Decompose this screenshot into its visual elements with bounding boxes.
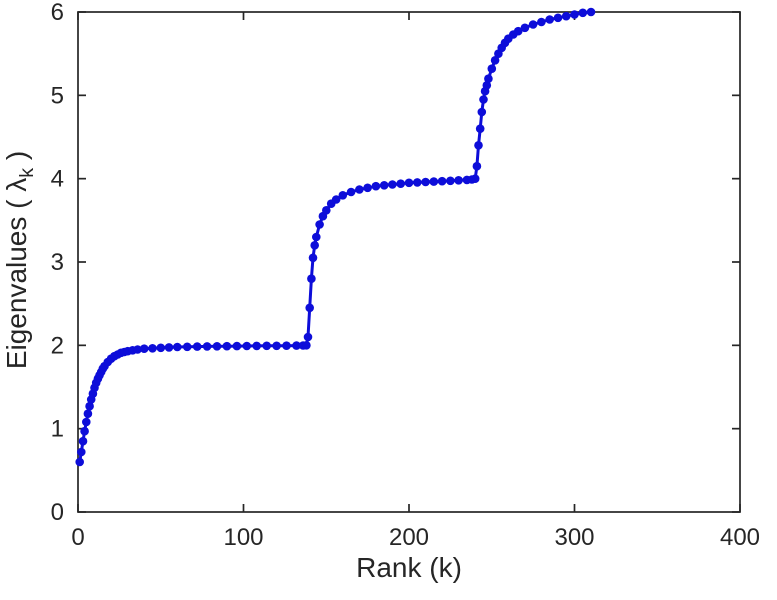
- data-point-marker: [520, 23, 530, 33]
- data-point-marker: [355, 185, 364, 194]
- data-point-marker: [553, 13, 563, 23]
- data-point-marker: [212, 342, 222, 351]
- data-point-marker: [156, 343, 166, 353]
- data-point-marker: [371, 181, 381, 191]
- data-point-marker: [437, 176, 447, 186]
- data-point-marker: [586, 7, 596, 17]
- data-point-marker: [363, 183, 372, 193]
- data-point-marker: [292, 341, 301, 350]
- data-point-marker: [242, 341, 252, 351]
- data-point-marker: [404, 178, 414, 188]
- data-point-marker: [302, 341, 311, 350]
- y-tick-label: 3: [51, 249, 64, 276]
- data-point-marker: [222, 341, 232, 351]
- data-point-marker: [570, 10, 579, 19]
- data-point-marker: [307, 274, 316, 284]
- data-point-marker: [545, 15, 554, 24]
- y-tick-label: 5: [51, 82, 64, 109]
- x-tick-label: 0: [71, 524, 84, 551]
- y-axis-label: Eigenvalues ( λk ): [1, 151, 39, 369]
- data-point-marker: [148, 344, 157, 353]
- y-axis-label-suffix: ): [1, 150, 33, 168]
- data-point-marker: [396, 179, 406, 188]
- data-point-marker: [338, 191, 348, 200]
- data-point-marker: [528, 20, 538, 29]
- data-point-marker: [303, 332, 313, 342]
- data-point-marker: [474, 141, 483, 150]
- data-point-marker: [312, 232, 321, 242]
- data-point-marker: [484, 74, 493, 83]
- data-point-marker: [429, 177, 439, 186]
- data-point-marker: [490, 56, 500, 65]
- data-point-marker: [346, 187, 356, 197]
- data-point-marker: [310, 241, 320, 250]
- x-tick-label: 200: [389, 524, 429, 551]
- data-point-marker: [470, 174, 480, 183]
- data-point-marker: [262, 341, 272, 351]
- data-point-marker: [85, 401, 94, 411]
- x-tick-label: 400: [720, 524, 760, 551]
- data-point-marker: [182, 342, 192, 352]
- x-tick-label: 300: [554, 524, 594, 551]
- data-point-marker: [413, 178, 422, 187]
- y-axis-label-subscript: k: [15, 167, 38, 178]
- y-axis-label-text: Eigenvalues ( λ: [1, 177, 33, 370]
- data-point-marker: [78, 436, 88, 446]
- y-tick-label: 6: [51, 0, 64, 26]
- data-point-marker: [232, 341, 242, 351]
- data-point-marker: [308, 253, 318, 263]
- data-point-marker: [513, 26, 523, 36]
- data-series-line: [78, 10, 593, 464]
- data-point-marker: [479, 95, 488, 104]
- data-point-marker: [282, 341, 291, 351]
- x-tick-label: 100: [223, 524, 263, 551]
- data-point-marker: [482, 81, 492, 90]
- data-point-marker: [77, 447, 86, 457]
- data-point-marker: [454, 176, 463, 185]
- data-point-marker: [305, 303, 315, 313]
- x-axis-label: Rank (k): [356, 552, 462, 583]
- data-point-marker: [173, 342, 182, 352]
- data-point-marker: [82, 417, 91, 427]
- data-point-marker: [379, 181, 389, 190]
- y-tick-label: 1: [51, 416, 64, 443]
- data-point-marker: [537, 17, 546, 27]
- data-point-marker: [578, 8, 588, 18]
- data-point-marker: [472, 161, 482, 171]
- data-point-marker: [192, 342, 202, 351]
- y-tick-label: 2: [51, 332, 64, 359]
- data-point-marker: [487, 64, 497, 73]
- data-point-marker: [388, 180, 397, 189]
- data-point-marker: [202, 342, 212, 351]
- data-point-marker: [164, 343, 174, 352]
- data-point-marker: [252, 341, 261, 351]
- data-point-marker: [272, 341, 281, 351]
- data-point-marker: [83, 409, 93, 419]
- y-tick-label: 4: [51, 166, 64, 193]
- data-point-marker: [421, 177, 430, 187]
- data-point-marker: [475, 124, 485, 133]
- data-point-marker: [477, 107, 487, 117]
- data-point-marker: [322, 206, 331, 215]
- data-point-marker: [75, 457, 84, 467]
- axes-box: [77, 11, 741, 513]
- data-point-marker: [139, 344, 149, 354]
- y-tick-label: 0: [51, 499, 64, 526]
- data-point-marker: [80, 426, 89, 436]
- data-point-marker: [446, 176, 455, 186]
- data-point-marker: [561, 11, 571, 21]
- data-point-marker: [315, 220, 324, 229]
- data-point-marker: [133, 345, 142, 354]
- data-point-marker: [331, 195, 341, 204]
